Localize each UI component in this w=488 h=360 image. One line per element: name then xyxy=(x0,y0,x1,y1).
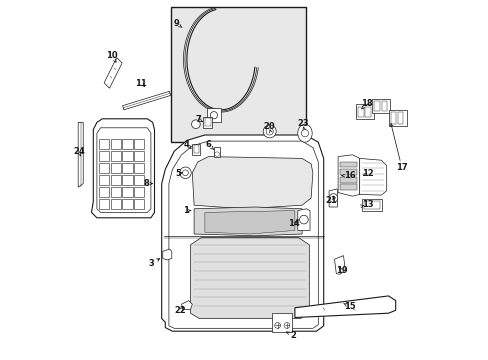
Text: 14: 14 xyxy=(288,219,300,228)
Circle shape xyxy=(263,125,276,138)
Bar xyxy=(134,199,144,209)
Polygon shape xyxy=(78,122,83,187)
Text: 21: 21 xyxy=(325,197,337,205)
Text: 24: 24 xyxy=(73,148,84,156)
Bar xyxy=(204,118,210,126)
Bar xyxy=(358,107,363,117)
Polygon shape xyxy=(181,301,192,310)
Polygon shape xyxy=(194,207,302,236)
Bar xyxy=(110,175,121,185)
Text: 23: 23 xyxy=(296,118,308,127)
Text: 3: 3 xyxy=(148,259,154,268)
Text: 6: 6 xyxy=(205,140,211,149)
Text: 7: 7 xyxy=(195,115,201,124)
Text: 5: 5 xyxy=(175,169,181,178)
Circle shape xyxy=(299,215,307,224)
Polygon shape xyxy=(163,249,171,260)
Bar xyxy=(134,187,144,197)
Bar xyxy=(390,112,396,124)
Bar xyxy=(340,177,356,183)
Bar xyxy=(122,163,132,173)
Bar xyxy=(387,110,406,126)
Bar xyxy=(363,201,379,209)
Bar xyxy=(110,139,121,149)
Text: 16: 16 xyxy=(343,171,355,180)
Text: 10: 10 xyxy=(106,51,118,60)
Bar xyxy=(122,139,132,149)
Bar xyxy=(134,139,144,149)
Bar xyxy=(340,169,356,175)
Bar xyxy=(99,175,108,185)
Text: 18: 18 xyxy=(360,99,372,108)
Circle shape xyxy=(328,194,337,202)
Polygon shape xyxy=(294,296,395,318)
Bar xyxy=(110,163,121,173)
Circle shape xyxy=(191,120,200,129)
Polygon shape xyxy=(359,158,386,195)
Text: 8: 8 xyxy=(143,179,149,188)
Text: 22: 22 xyxy=(174,306,186,315)
Polygon shape xyxy=(162,135,323,331)
Polygon shape xyxy=(122,91,170,110)
Text: 13: 13 xyxy=(362,200,373,209)
Ellipse shape xyxy=(297,124,311,142)
Bar xyxy=(99,187,108,197)
Text: 11: 11 xyxy=(135,79,147,88)
Bar xyxy=(355,104,373,119)
Bar xyxy=(134,175,144,185)
Polygon shape xyxy=(91,119,154,218)
Polygon shape xyxy=(337,155,359,196)
Text: 4: 4 xyxy=(183,140,189,149)
Bar xyxy=(203,117,212,128)
Text: 2: 2 xyxy=(289,331,295,340)
Bar xyxy=(193,145,199,153)
Bar xyxy=(271,313,291,332)
Bar xyxy=(99,199,108,209)
Bar xyxy=(213,147,220,157)
Bar xyxy=(122,199,132,209)
Bar xyxy=(340,184,356,190)
Polygon shape xyxy=(297,209,309,230)
Bar xyxy=(371,99,389,113)
Bar xyxy=(192,144,200,155)
Bar xyxy=(99,163,108,173)
Polygon shape xyxy=(206,108,221,122)
Polygon shape xyxy=(328,189,337,207)
Bar xyxy=(110,199,121,209)
Text: 15: 15 xyxy=(344,302,355,311)
Polygon shape xyxy=(104,58,122,88)
Bar xyxy=(340,162,356,167)
Bar xyxy=(134,151,144,161)
Bar xyxy=(110,151,121,161)
Polygon shape xyxy=(334,256,345,274)
Bar xyxy=(99,139,108,149)
Text: 12: 12 xyxy=(362,169,373,178)
Bar xyxy=(397,112,403,124)
Bar xyxy=(122,151,132,161)
Bar xyxy=(99,151,108,161)
Bar xyxy=(374,101,380,111)
Text: 1: 1 xyxy=(183,206,189,215)
Text: 20: 20 xyxy=(263,122,274,131)
Bar xyxy=(122,187,132,197)
Polygon shape xyxy=(204,211,294,234)
Bar xyxy=(122,175,132,185)
Text: 17: 17 xyxy=(395,163,407,172)
Circle shape xyxy=(210,112,217,119)
Bar xyxy=(381,101,386,111)
Polygon shape xyxy=(190,238,309,319)
Bar xyxy=(361,199,381,211)
Bar xyxy=(365,107,370,117)
Text: 9: 9 xyxy=(173,19,179,28)
Circle shape xyxy=(179,167,191,179)
Bar xyxy=(170,7,305,142)
Bar xyxy=(134,163,144,173)
Polygon shape xyxy=(192,157,312,209)
Text: 19: 19 xyxy=(335,266,347,275)
Bar xyxy=(110,187,121,197)
